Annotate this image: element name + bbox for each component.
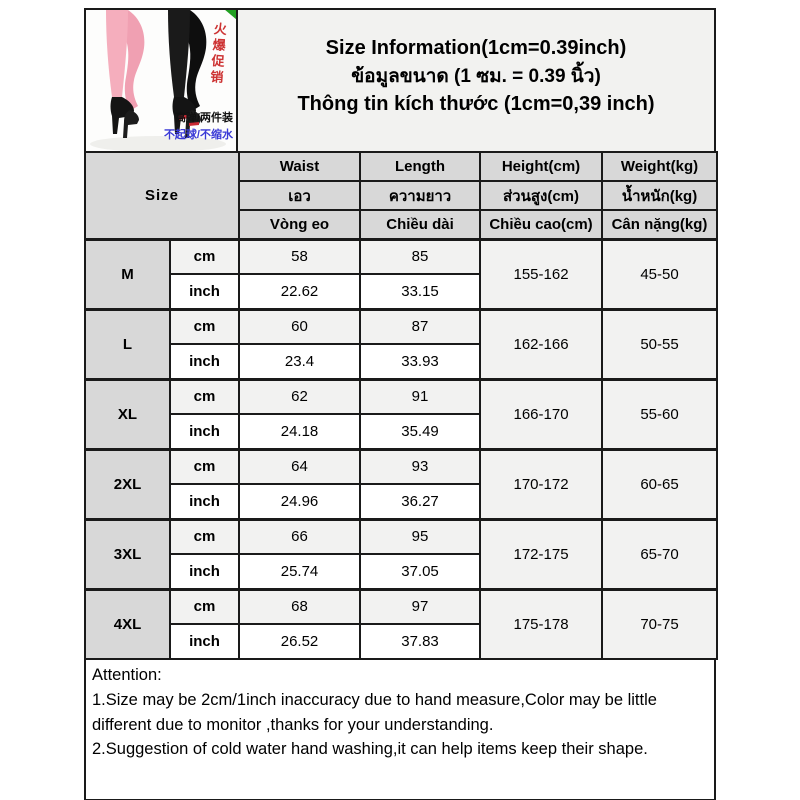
length-inch-value: 35.49	[359, 413, 482, 450]
size-label: L	[84, 307, 171, 380]
height-range-value: 170-172	[479, 447, 604, 520]
unit-cm-label: cm	[168, 237, 241, 275]
size-label: 3XL	[84, 517, 171, 590]
weight-range-value: 70-75	[601, 587, 719, 660]
waist-cm-value: 66	[238, 517, 362, 555]
title-english: Size Information(1cm=0.39inch)	[325, 36, 627, 59]
weight-range-value: 45-50	[601, 237, 719, 310]
length-cm-value: 93	[359, 447, 482, 485]
length-inch-value: 37.05	[359, 553, 482, 590]
waist-cm-value: 60	[238, 307, 362, 345]
title-box: Size Information(1cm=0.39inch) ข้อมูลขนา…	[238, 8, 716, 153]
header-waist-en: Waist	[238, 151, 362, 182]
waist-inch-value: 26.52	[238, 623, 362, 660]
size-label: 4XL	[84, 587, 171, 660]
size-table: Size Waist Length Height(cm) Weight(kg) …	[83, 151, 719, 660]
length-inch-value: 36.27	[359, 483, 482, 520]
length-cm-value: 91	[359, 377, 482, 415]
height-range-value: 155-162	[479, 237, 604, 310]
black-leggings	[168, 10, 207, 138]
leggings-illustration	[86, 10, 236, 151]
weight-range-value: 50-55	[601, 307, 719, 380]
height-range-value: 172-175	[479, 517, 604, 590]
header-height-vi: Chiều cao(cm)	[479, 209, 604, 240]
header-height-en: Height(cm)	[479, 151, 604, 182]
header-waist-vi: Vòng eo	[238, 209, 362, 240]
header-weight-en: Weight(kg)	[601, 151, 719, 182]
waist-cm-value: 62	[238, 377, 362, 415]
unit-cm-label: cm	[168, 377, 241, 415]
header-weight-vi: Cân nặng(kg)	[601, 209, 719, 240]
promo-caption-blue: 不起球/不缩水	[163, 129, 233, 141]
length-inch-value: 37.83	[359, 623, 482, 660]
waist-inch-value: 24.96	[238, 483, 362, 520]
header-length-vi: Chiều dài	[359, 209, 482, 240]
waist-cm-value: 64	[238, 447, 362, 485]
waist-cm-value: 58	[238, 237, 362, 275]
attention-heading: Attention:	[92, 666, 162, 684]
unit-inch-label: inch	[168, 413, 241, 450]
weight-range-value: 55-60	[601, 377, 719, 450]
length-cm-value: 95	[359, 517, 482, 555]
length-cm-value: 85	[359, 237, 482, 275]
size-corner-header: Size	[83, 151, 241, 240]
waist-cm-value: 68	[238, 587, 362, 625]
attention-note-1: 1.Size may be 2cm/1inch inaccuracy due t…	[92, 690, 657, 734]
unit-inch-label: inch	[168, 553, 241, 590]
promo-caption-black: 高弹/两件装	[174, 112, 233, 124]
size-label: M	[84, 237, 171, 310]
header-weight-th: น้ำหนัก(kg)	[601, 180, 719, 211]
unit-inch-label: inch	[168, 483, 241, 520]
pink-leggings	[106, 10, 145, 138]
unit-inch-label: inch	[168, 273, 241, 310]
unit-cm-label: cm	[168, 307, 241, 345]
height-range-value: 175-178	[479, 587, 604, 660]
top-row: 火爆促销 高弹/两件装 不起球/不缩水 Size Information(1cm…	[84, 8, 716, 153]
waist-inch-value: 22.62	[238, 273, 362, 310]
length-inch-value: 33.15	[359, 273, 482, 310]
size-label: 2XL	[84, 447, 171, 520]
attention-section: Attention: 1.Size may be 2cm/1inch inacc…	[84, 660, 716, 800]
title-vietnamese: Thông tin kích thước (1cm=0,39 inch)	[297, 93, 655, 116]
title-thai: ข้อมูลขนาด (1 ซม. = 0.39 นิ้ว)	[351, 65, 601, 87]
length-cm-value: 97	[359, 587, 482, 625]
height-range-value: 166-170	[479, 377, 604, 450]
unit-inch-label: inch	[168, 623, 241, 660]
waist-inch-value: 25.74	[238, 553, 362, 590]
attention-note-2: 2.Suggestion of cold water hand washing,…	[92, 740, 648, 759]
header-waist-th: เอว	[238, 180, 362, 211]
unit-cm-label: cm	[168, 447, 241, 485]
header-height-th: ส่วนสูง(cm)	[479, 180, 604, 211]
waist-inch-value: 24.18	[238, 413, 362, 450]
weight-range-value: 60-65	[601, 447, 719, 520]
header-length-th: ความยาว	[359, 180, 482, 211]
waist-inch-value: 23.4	[238, 343, 362, 380]
product-photo: 火爆促销 高弹/两件装 不起球/不缩水	[84, 8, 238, 153]
length-inch-value: 33.93	[359, 343, 482, 380]
size-label: XL	[84, 377, 171, 450]
unit-cm-label: cm	[168, 517, 241, 555]
unit-inch-label: inch	[168, 343, 241, 380]
height-range-value: 162-166	[479, 307, 604, 380]
content-area: 火爆促销 高弹/两件装 不起球/不缩水 Size Information(1cm…	[83, 8, 719, 800]
unit-cm-label: cm	[168, 587, 241, 625]
header-length-en: Length	[359, 151, 482, 182]
weight-range-value: 65-70	[601, 517, 719, 590]
length-cm-value: 87	[359, 307, 482, 345]
